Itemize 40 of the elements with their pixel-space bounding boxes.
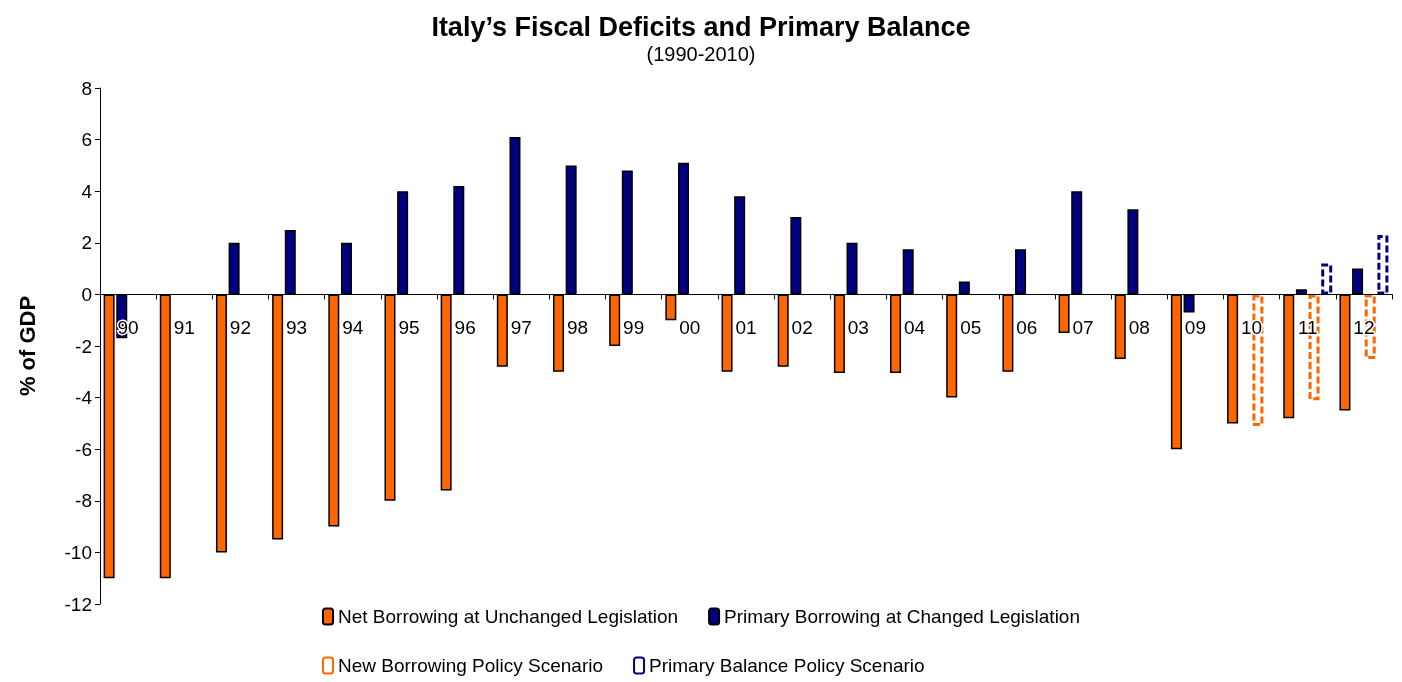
x-tick-label: 11 xyxy=(1297,317,1318,339)
x-tick-label: 00 xyxy=(679,317,701,339)
y-tick-label: -12 xyxy=(64,593,92,615)
x-tick-label: 93 xyxy=(286,317,308,339)
legend-label: Primary Borrowing at Changed Legislation xyxy=(724,606,1081,627)
legend-label: Primary Balance Policy Scenario xyxy=(649,655,925,676)
x-tick-label: 08 xyxy=(1128,317,1150,339)
x-tick-label: 02 xyxy=(791,317,813,339)
y-tick-label: -10 xyxy=(64,541,92,563)
y-axis-title: % of GDP xyxy=(14,295,40,397)
x-tick-label: 94 xyxy=(342,317,364,339)
chart-title: Italy’s Fiscal Deficits and Primary Balance xyxy=(431,11,971,42)
bar xyxy=(1321,263,1333,295)
y-tick-label: 0 xyxy=(81,283,92,305)
legend-label: Net Borrowing at Unchanged Legislation xyxy=(338,606,679,627)
y-tick-label: 8 xyxy=(81,77,92,99)
x-tick-label: 97 xyxy=(510,317,532,339)
x-tick-label: 99 xyxy=(623,317,645,339)
chart-subtitle: (1990-2010) xyxy=(646,43,756,65)
y-tick-label: -2 xyxy=(75,335,92,357)
y-tick-label: -4 xyxy=(75,387,93,409)
x-tick-label: 03 xyxy=(847,317,869,339)
y-tick-label: 4 xyxy=(81,180,93,202)
legend-label: New Borrowing Policy Scenario xyxy=(338,655,604,676)
x-tick-label: 06 xyxy=(1016,317,1038,339)
y-tick-label: 6 xyxy=(81,129,92,151)
x-tick-label: 09 xyxy=(1184,317,1206,339)
x-tick-label: 96 xyxy=(454,317,476,339)
y-tick-label: -8 xyxy=(75,490,92,512)
x-tick-label: 04 xyxy=(903,317,926,339)
x-tick-label: 92 xyxy=(229,317,252,339)
x-tick-label: 07 xyxy=(1072,317,1094,339)
x-tick-label: 01 xyxy=(735,317,757,339)
x-tick-label: 91 xyxy=(173,317,195,339)
x-tick-label: 98 xyxy=(566,317,589,339)
y-tick-label: 2 xyxy=(81,232,92,254)
y-tick-label: -6 xyxy=(75,438,92,460)
x-tick-label: 95 xyxy=(398,317,420,339)
x-tick-label: 05 xyxy=(960,317,982,339)
bar xyxy=(1377,235,1389,295)
